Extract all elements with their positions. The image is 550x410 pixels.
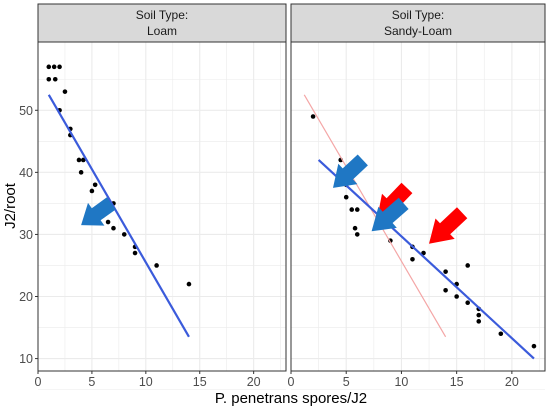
data-point [132,250,138,256]
data-point [46,64,52,70]
x-tick-label: 10 [139,375,153,389]
data-points [310,114,537,349]
reference-line [303,94,447,338]
plot-panel-background [291,42,545,371]
data-point [57,64,62,70]
data-point [89,188,95,194]
data-point [443,269,448,274]
x-tick-label: 5 [88,375,95,389]
regression-line [317,159,535,360]
plot-panel-background [38,42,286,371]
data-point [76,157,82,163]
blue-arrow-annotation [371,197,409,232]
y-axis-title: J2/root [2,182,19,229]
data-point [92,182,98,188]
regression-line [47,94,190,338]
facet-strip-label-line2: Loam [147,24,177,38]
y-tick-label: 50 [19,104,33,118]
arrow-annotations [333,154,468,244]
facet-panel-loam: Soil Type: Loam 0 5 10 15 20 [35,3,287,390]
fit-lines [47,94,190,338]
data-point [354,232,360,237]
data-point [62,89,68,94]
data-point [111,225,116,231]
x-axis-title: P. penetrans spores/J2 [215,390,367,407]
x-tick-label: 0 [35,375,42,389]
data-point [443,288,448,293]
data-point [51,64,57,70]
data-point [121,232,127,237]
facet-strip-background [290,3,546,43]
y-tick-label: 40 [19,166,33,180]
data-point [52,76,58,82]
data-point [354,207,360,212]
arrow-annotations [81,197,116,226]
data-point [476,319,482,324]
facet-strip-label-line1: Soil Type: [392,8,444,22]
data-point [46,76,52,82]
data-point [80,157,86,163]
data-point [105,219,111,225]
facet-strip-background [37,3,287,43]
x-axis-ticks: 0 5 10 15 20 [288,371,519,389]
data-point [465,300,470,306]
data-point [186,281,192,287]
x-tick-label: 20 [247,375,261,389]
x-tick-label: 20 [505,375,519,389]
data-point [310,114,316,119]
plot-panel-border [37,41,287,372]
data-point [465,263,470,268]
data-point [154,263,159,268]
data-point [343,194,349,200]
plot-panel-border [290,41,546,372]
fit-lines [303,94,535,360]
data-point [349,207,355,212]
data-point [454,294,459,299]
red-arrow-annotation [429,207,468,244]
facet-strip-label-line1: Soil Type: [136,8,188,22]
x-tick-label: 10 [394,375,408,389]
facet-panel-sandy-loam: Soil Type: Sandy-Loam 0 5 10 15 20 [288,3,546,390]
facet-strip-label-line2: Sandy-Loam [384,24,452,38]
y-tick-label: 10 [19,352,33,366]
y-tick-label: 20 [19,290,33,304]
x-tick-label: 5 [343,375,350,389]
data-point [78,170,84,175]
data-point [531,343,537,349]
data-point [476,312,482,318]
x-tick-label: 15 [193,375,207,389]
blue-arrow-annotation [333,154,368,188]
y-tick-label: 30 [19,228,33,242]
data-point [498,331,504,337]
panel-grid [37,42,286,390]
x-tick-label: 0 [288,375,295,389]
y-axis-ticks: 10 20 30 40 50 [19,104,38,366]
blue-arrow-annotation [81,197,116,226]
data-point [410,256,415,262]
x-tick-label: 15 [450,375,464,389]
x-axis-ticks: 0 5 10 15 20 [35,371,261,389]
data-point [352,225,358,231]
